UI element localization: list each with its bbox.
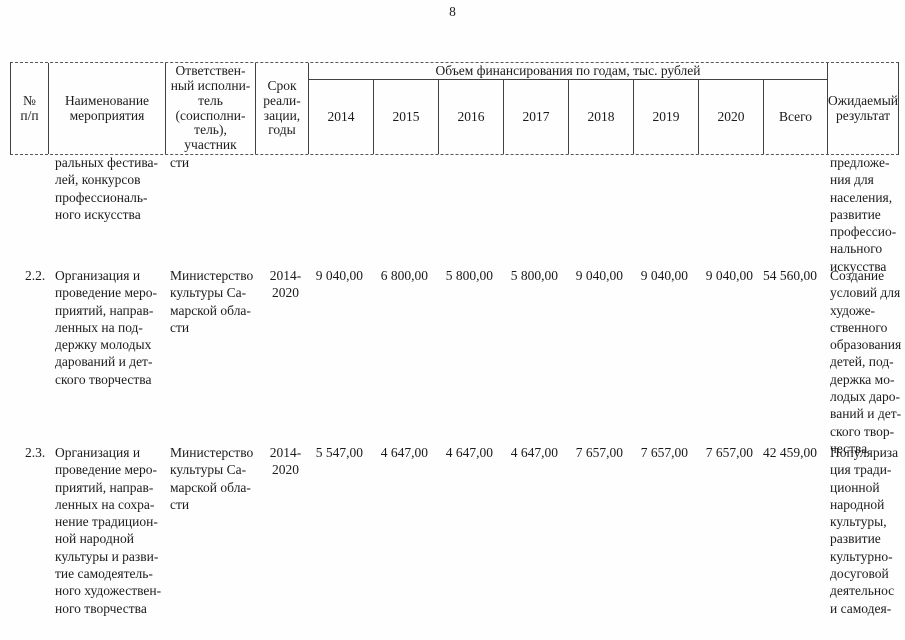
table-row-2-3: 2.3. Организация и проведение меро- прия… <box>10 444 899 617</box>
period-cell <box>255 154 308 275</box>
value-2017-cell <box>503 154 568 275</box>
financing-table-header: № п/п Наименование мероприятия Ответстве… <box>10 62 899 155</box>
value-2018-cell: 9 040,00 <box>575 268 623 283</box>
year-2015-header: 2015 <box>374 80 439 154</box>
year-2017-header: 2017 <box>504 80 569 154</box>
value-2017-cell: 4 647,00 <box>510 445 558 460</box>
total-cell <box>763 154 827 275</box>
result-cell: Создание условий для художе- ственного о… <box>830 268 902 456</box>
total-header: Всего <box>764 80 828 154</box>
value-2014-cell: 9 040,00 <box>315 268 363 283</box>
col-name-header: Наименование мероприятия <box>49 63 166 154</box>
page-number: 8 <box>449 4 456 19</box>
financing-group-header: Объем финансирования по годам, тыс. рубл… <box>309 63 828 80</box>
executor-cell: сти <box>170 155 190 170</box>
row-number-cell: 2.2. <box>25 268 46 283</box>
year-2019-header: 2019 <box>634 80 699 154</box>
period-cell: 2014- 2020 <box>269 268 302 301</box>
value-2014-cell <box>308 154 373 275</box>
value-2018-cell: 7 657,00 <box>575 445 623 460</box>
year-2016-header: 2016 <box>439 80 504 154</box>
value-2019-cell: 7 657,00 <box>640 445 688 460</box>
value-2020-cell: 9 040,00 <box>705 268 753 283</box>
table-row-2-2: 2.2. Организация и проведение меро- прия… <box>10 267 902 457</box>
value-2017-cell: 5 800,00 <box>510 268 558 283</box>
value-2019-cell: 9 040,00 <box>640 268 688 283</box>
value-2016-cell: 5 800,00 <box>445 268 493 283</box>
value-2015-cell: 6 800,00 <box>380 268 428 283</box>
row-number-cell: 2.3. <box>25 445 46 460</box>
value-2018-cell <box>568 154 633 275</box>
total-cell: 42 459,00 <box>763 445 817 460</box>
value-2019-cell <box>633 154 698 275</box>
value-2015-cell: 4 647,00 <box>380 445 428 460</box>
period-cell: 2014- 2020 <box>269 445 302 478</box>
executor-cell: Министерство культуры Са- марской обла- … <box>170 268 254 335</box>
col-executor-header: Ответствен- ный исполни- тель (соисполни… <box>166 63 256 154</box>
value-2016-cell: 4 647,00 <box>445 445 493 460</box>
value-2020-cell <box>698 154 763 275</box>
col-number-header: № п/п <box>11 63 49 154</box>
result-header: Ожидаемый результат <box>828 92 898 123</box>
value-2016-cell <box>438 154 503 275</box>
value-2015-cell <box>373 154 438 275</box>
table-row-continuation: ральных фестива- лей, конкурсов професси… <box>10 154 897 275</box>
year-2020-header: 2020 <box>699 80 764 154</box>
col-period-header: Срок реали- зации, годы <box>256 63 309 154</box>
name-cell: Организация и проведение меро- приятий, … <box>55 268 158 387</box>
name-cell: ральных фестива- лей, конкурсов професси… <box>55 155 159 222</box>
result-cell: Популяриза ция тради- ционной народной к… <box>830 445 899 616</box>
year-2018-header: 2018 <box>569 80 634 154</box>
value-2020-cell: 7 657,00 <box>705 445 753 460</box>
year-2014-header: 2014 <box>309 80 374 154</box>
row-number-cell <box>10 154 48 275</box>
name-cell: Организация и проведение меро- приятий, … <box>55 445 162 616</box>
total-cell: 54 560,00 <box>763 268 817 283</box>
value-2014-cell: 5 547,00 <box>315 445 363 460</box>
executor-cell: Министерство культуры Са- марской обла- … <box>170 445 254 512</box>
result-cell: предложе- ния для населения, развитие пр… <box>830 155 897 274</box>
